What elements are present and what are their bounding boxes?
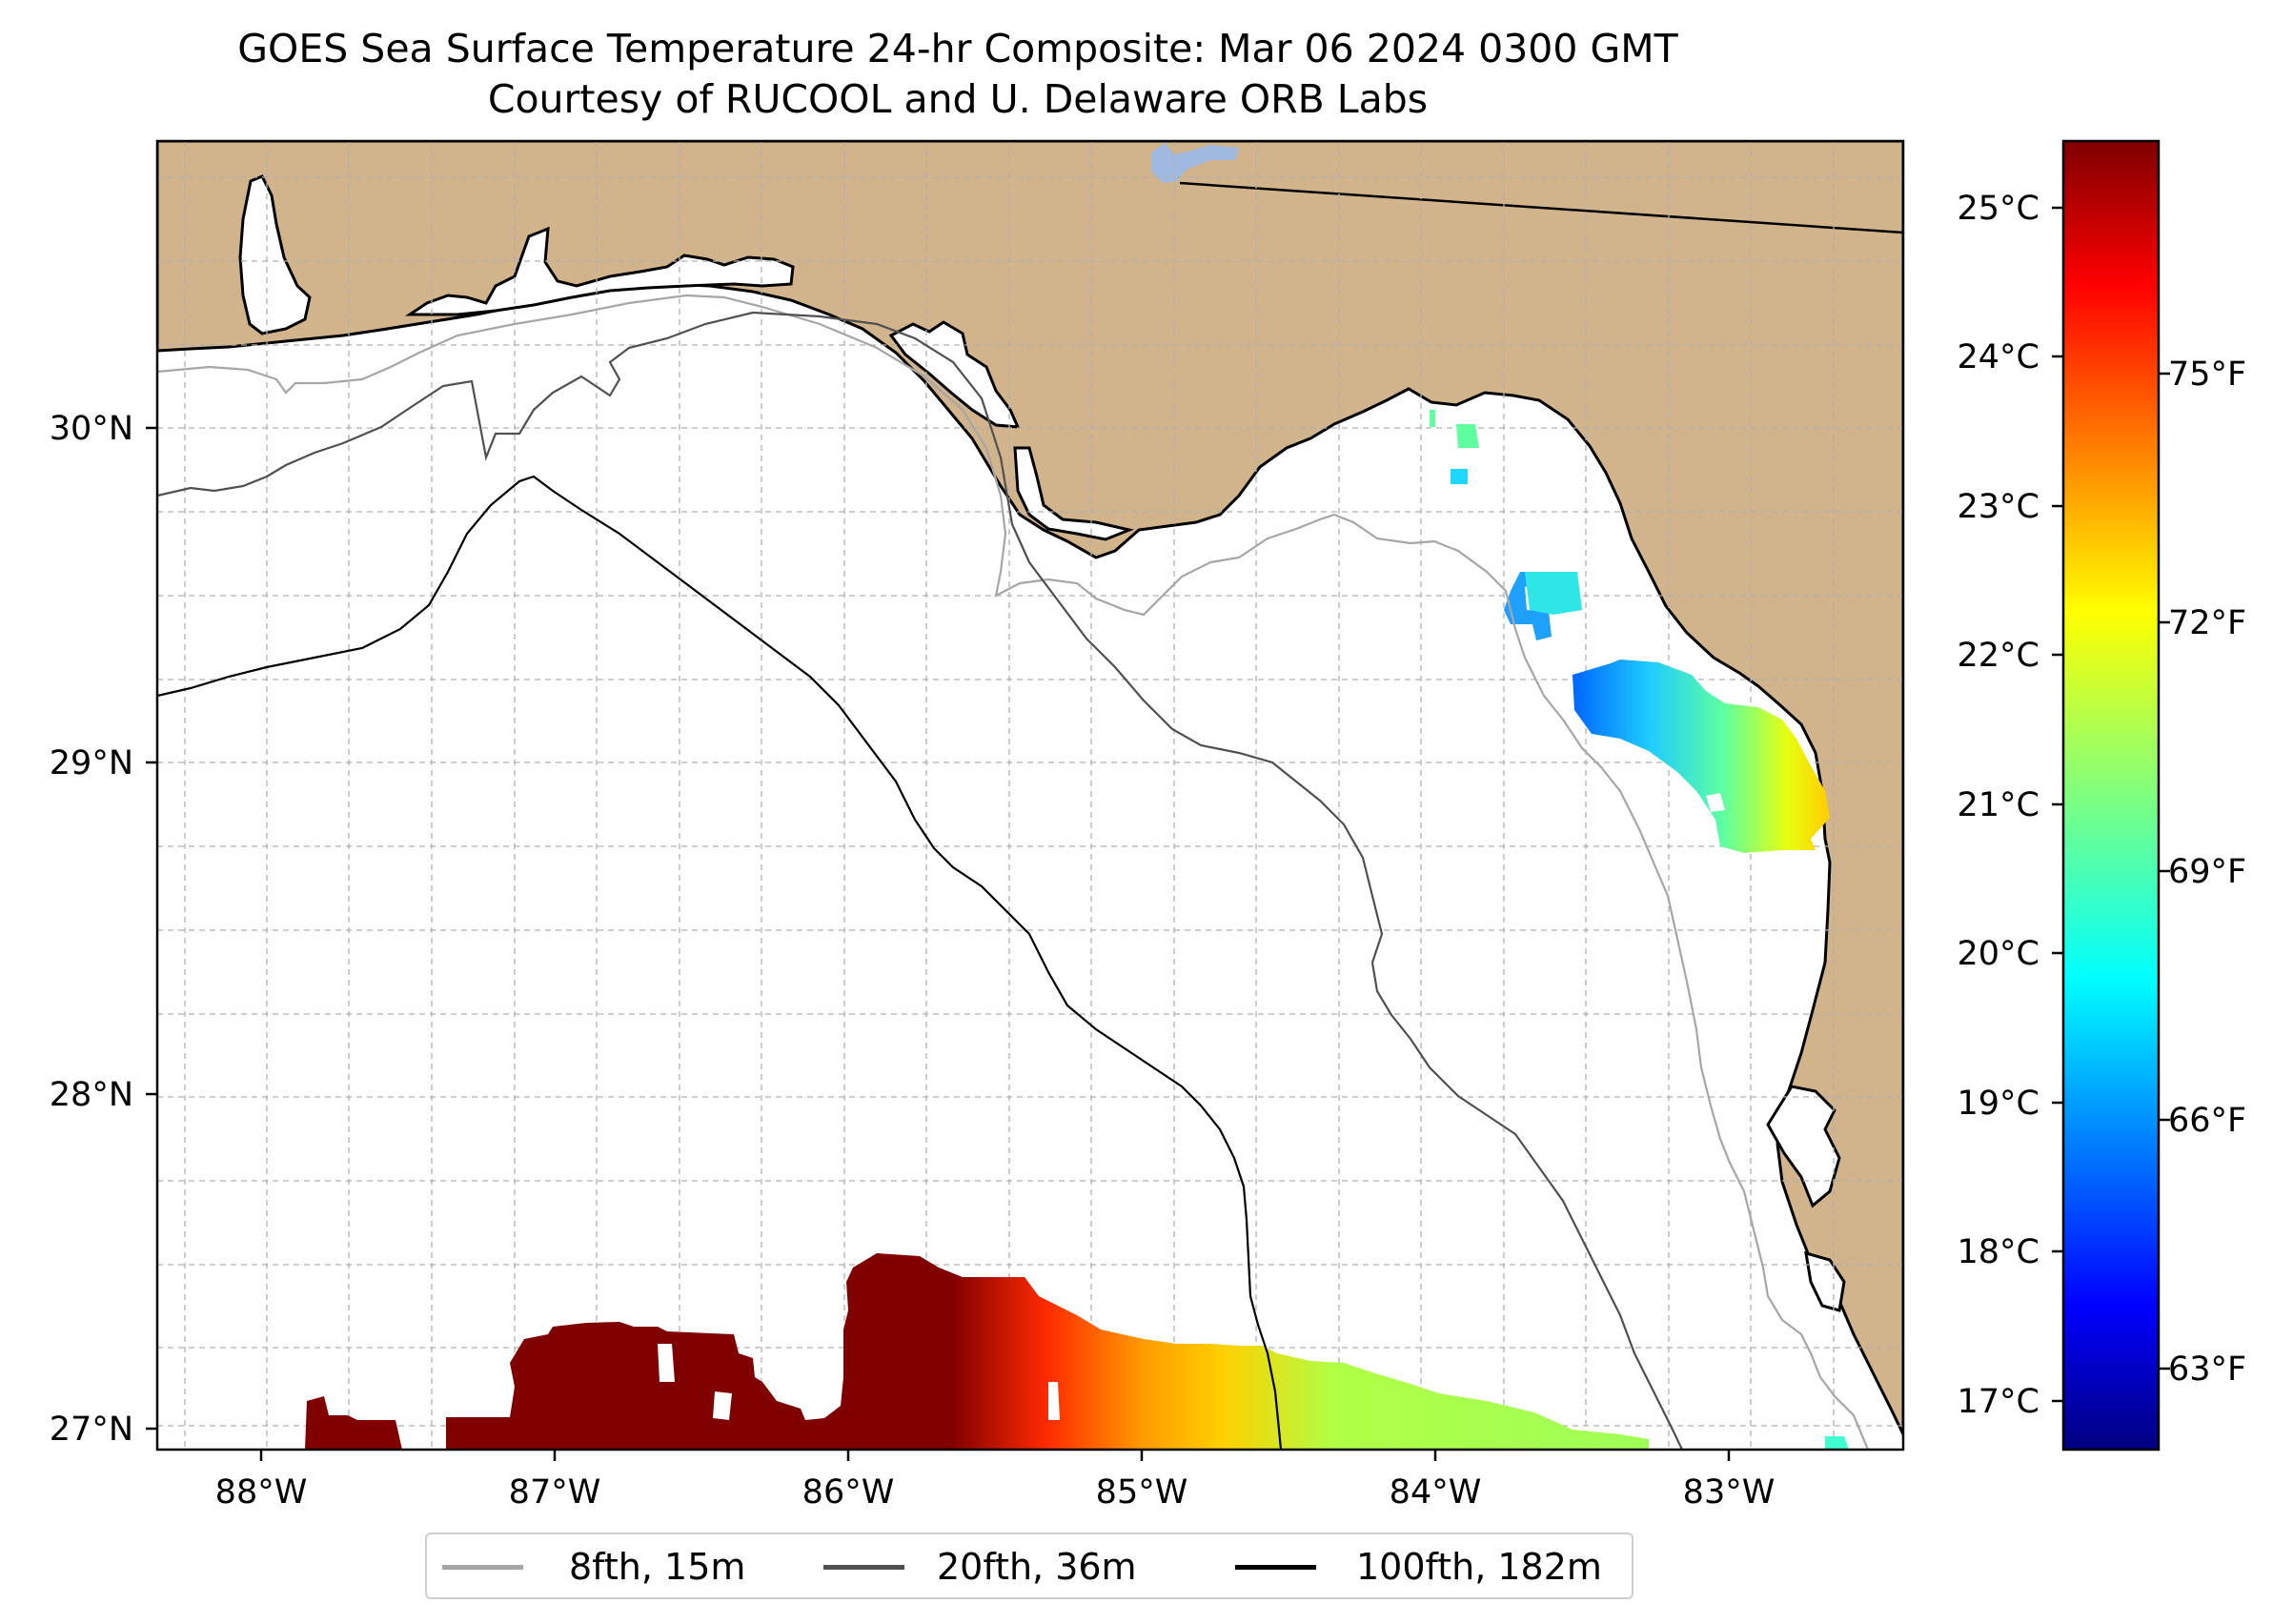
gridlines <box>157 141 1903 1450</box>
fahrenheit-label-75: 75°F <box>2168 355 2246 394</box>
lat-label-28: 28°N <box>50 1076 133 1114</box>
isobath-legend: 8fth, 15m 20fth, 36m 100fth, 182m <box>425 1533 1634 1599</box>
apalachicola-bay <box>1013 446 1135 541</box>
sst-gap-1 <box>658 1344 675 1382</box>
sst-patch-north-1 <box>1451 469 1468 484</box>
isobath-182m <box>157 475 1283 1450</box>
celsius-label-18: 18°C <box>1958 1233 2039 1271</box>
lon-label-86: 86°W <box>802 1473 895 1512</box>
fahrenheit-label-66: 66°F <box>2168 1102 2246 1140</box>
lat-label-29: 29°N <box>50 744 133 782</box>
map-frame <box>155 139 1905 1451</box>
sst-patch-east-3 <box>1525 572 1582 615</box>
legend-label-182m: 100fth, 182m <box>1356 1546 1602 1588</box>
celsius-label-17: 17°C <box>1958 1383 2039 1421</box>
latitude-labels: 27°N 28°N 29°N 30°N <box>50 410 133 1449</box>
lat-label-30: 30°N <box>50 410 133 448</box>
celsius-label-21: 21°C <box>1958 786 2039 824</box>
charlotte-harbor <box>1804 1250 1846 1312</box>
fahrenheit-label-72: 72°F <box>2168 604 2246 642</box>
sst-patch-south <box>305 1253 1649 1450</box>
sst-patch-north-2 <box>1456 424 1479 448</box>
tampa-bay <box>1766 1085 1841 1208</box>
map-title: GOES Sea Surface Temperature 24-hr Compo… <box>237 26 1678 71</box>
celsius-label-20: 20°C <box>1958 935 2039 973</box>
map-subtitle: Courtesy of RUCOOL and U. Delaware ORB L… <box>487 76 1429 122</box>
legend-label-36m: 20fth, 36m <box>937 1546 1137 1588</box>
sst-patch-east-2 <box>1504 572 1552 640</box>
lat-label-27: 27°N <box>50 1411 133 1449</box>
legend-line-15m <box>442 1565 523 1570</box>
lon-label-83: 83°W <box>1683 1473 1776 1512</box>
map-plot-area <box>157 141 1903 1450</box>
lon-label-87: 87°W <box>509 1473 601 1512</box>
pensacola-bay <box>405 226 795 316</box>
celsius-label-25: 25°C <box>1958 190 2039 228</box>
colorbar-fahrenheit-labels: 63°F 66°F 69°F 72°F 75°F <box>2168 355 2246 1389</box>
lon-label-88: 88°W <box>215 1473 308 1512</box>
lake-seminole <box>1151 143 1239 183</box>
celsius-label-24: 24°C <box>1958 338 2039 376</box>
fahrenheit-label-69: 69°F <box>2168 853 2246 891</box>
st-andrew-bay <box>888 320 1021 429</box>
mobile-bay <box>238 174 312 335</box>
sst-gap-2 <box>713 1391 732 1420</box>
state-border <box>1179 181 1903 234</box>
sst-gap-east <box>1706 793 1725 812</box>
isobath-15m <box>157 294 1870 1450</box>
colorbar-celsius-labels: 17°C 18°C 19°C 20°C 21°C 22°C 23°C 24°C … <box>1958 190 2039 1421</box>
lon-label-85: 85°W <box>1096 1473 1188 1512</box>
isobath-36m <box>157 311 1683 1450</box>
celsius-label-22: 22°C <box>1958 637 2039 675</box>
sst-gap-3 <box>1048 1382 1060 1420</box>
legend-line-182m <box>1235 1565 1316 1570</box>
legend-label-15m: 8fth, 15m <box>569 1546 746 1588</box>
celsius-label-23: 23°C <box>1958 488 2039 526</box>
sst-patch-southeast <box>1825 1436 1849 1450</box>
celsius-label-19: 19°C <box>1958 1085 2039 1123</box>
lon-label-84: 84°W <box>1390 1473 1482 1512</box>
longitude-labels: 88°W 87°W 86°W 85°W 84°W 83°W <box>215 1473 1776 1512</box>
fahrenheit-label-63: 63°F <box>2168 1350 2246 1389</box>
colorbar-celsius-axis <box>2052 206 2063 1403</box>
axis-ticks <box>146 426 1731 1461</box>
sst-patch-east-1 <box>1573 660 1830 853</box>
colorbar-fahrenheit-axis <box>2159 372 2170 1370</box>
colorbar <box>2061 139 2161 1451</box>
legend-line-36m <box>823 1565 904 1570</box>
sst-patch-north-3 <box>1430 410 1435 427</box>
